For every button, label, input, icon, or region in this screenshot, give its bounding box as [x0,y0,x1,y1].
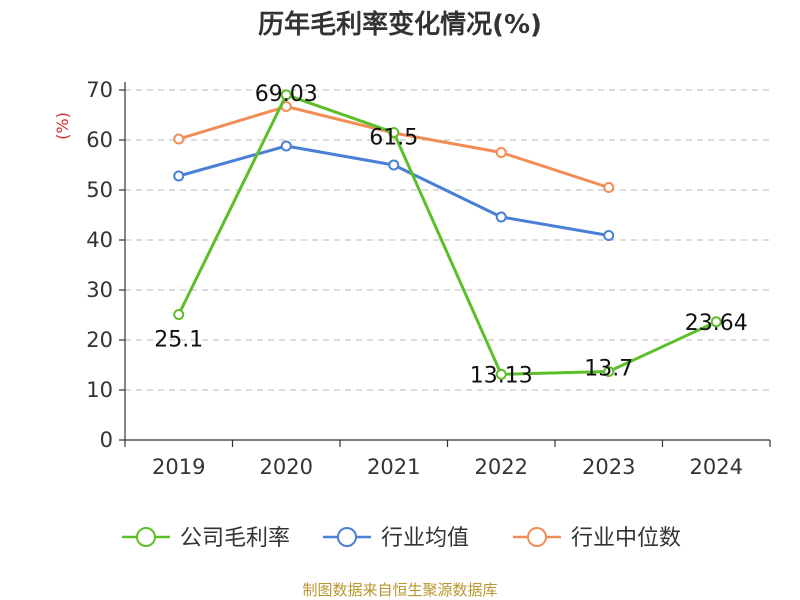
data-label: 23.64 [685,311,748,336]
data-label: 61.5 [369,126,418,151]
legend-label: 公司毛利率 [180,526,290,551]
legend-item[interactable]: 行业中位数 [513,526,681,551]
data-point[interactable] [280,89,292,101]
series-group [173,89,722,380]
data-point[interactable] [603,182,615,193]
x-tick-label: 2023 [582,455,635,479]
y-tick-label: 30 [86,278,113,302]
x-tick-label: 2021 [367,455,420,479]
y-tick-label: 40 [86,228,113,252]
x-tick-label: 2024 [690,455,743,479]
data-point[interactable] [495,368,507,380]
data-label: 25.1 [154,328,203,353]
y-tick-label: 0 [100,428,113,452]
data-point[interactable] [173,133,185,145]
x-tick-label: 2020 [260,455,313,479]
data-labels: 25.1 69.03 61.5 13.13 13.7 23.64 [154,82,747,389]
chart-title: 历年毛利率变化情况(%) [258,9,542,40]
gridlines [125,89,770,391]
y-tick-label: 50 [86,178,113,202]
data-point[interactable] [388,159,400,171]
source-note: 制图数据来自恒生聚源数据库 [302,581,497,599]
data-point[interactable] [388,127,400,138]
data-point[interactable] [710,316,722,328]
x-tick-label: 2019 [152,455,205,479]
y-tick-label: 20 [86,328,113,352]
series-line-0 [177,93,717,376]
y-tick-label: 10 [86,378,113,402]
data-point[interactable] [173,309,185,320]
data-label: 13.13 [470,363,533,388]
data-point[interactable] [173,170,185,182]
series-line-1 [178,144,610,237]
data-point[interactable] [495,147,507,158]
data-point[interactable] [603,366,615,377]
y-tick-label: 60 [86,128,113,152]
data-point[interactable] [280,140,292,152]
legend-marker [337,527,357,547]
data-point[interactable] [603,230,615,241]
x-tick-label: 2022 [475,455,528,479]
data-label: 69.03 [255,82,318,107]
legend-item[interactable]: 公司毛利率 [122,526,290,551]
data-label: 13.7 [584,357,633,382]
axes: 0 10 20 30 40 50 60 70 2019 2020 2021 2022 2023 2024 [86,78,771,479]
y-axis-label: (%) [53,112,72,140]
legend-label: 行业中位数 [571,526,681,551]
legend-marker [136,527,156,547]
legend-item[interactable]: 行业均值 [323,526,469,551]
legend[interactable]: 公司毛利率 行业均值 行业中位数 [122,526,681,551]
data-point[interactable] [495,211,507,223]
legend-marker [527,527,547,547]
legend-label: 行业均值 [381,526,469,551]
y-tick-label: 70 [86,78,113,102]
